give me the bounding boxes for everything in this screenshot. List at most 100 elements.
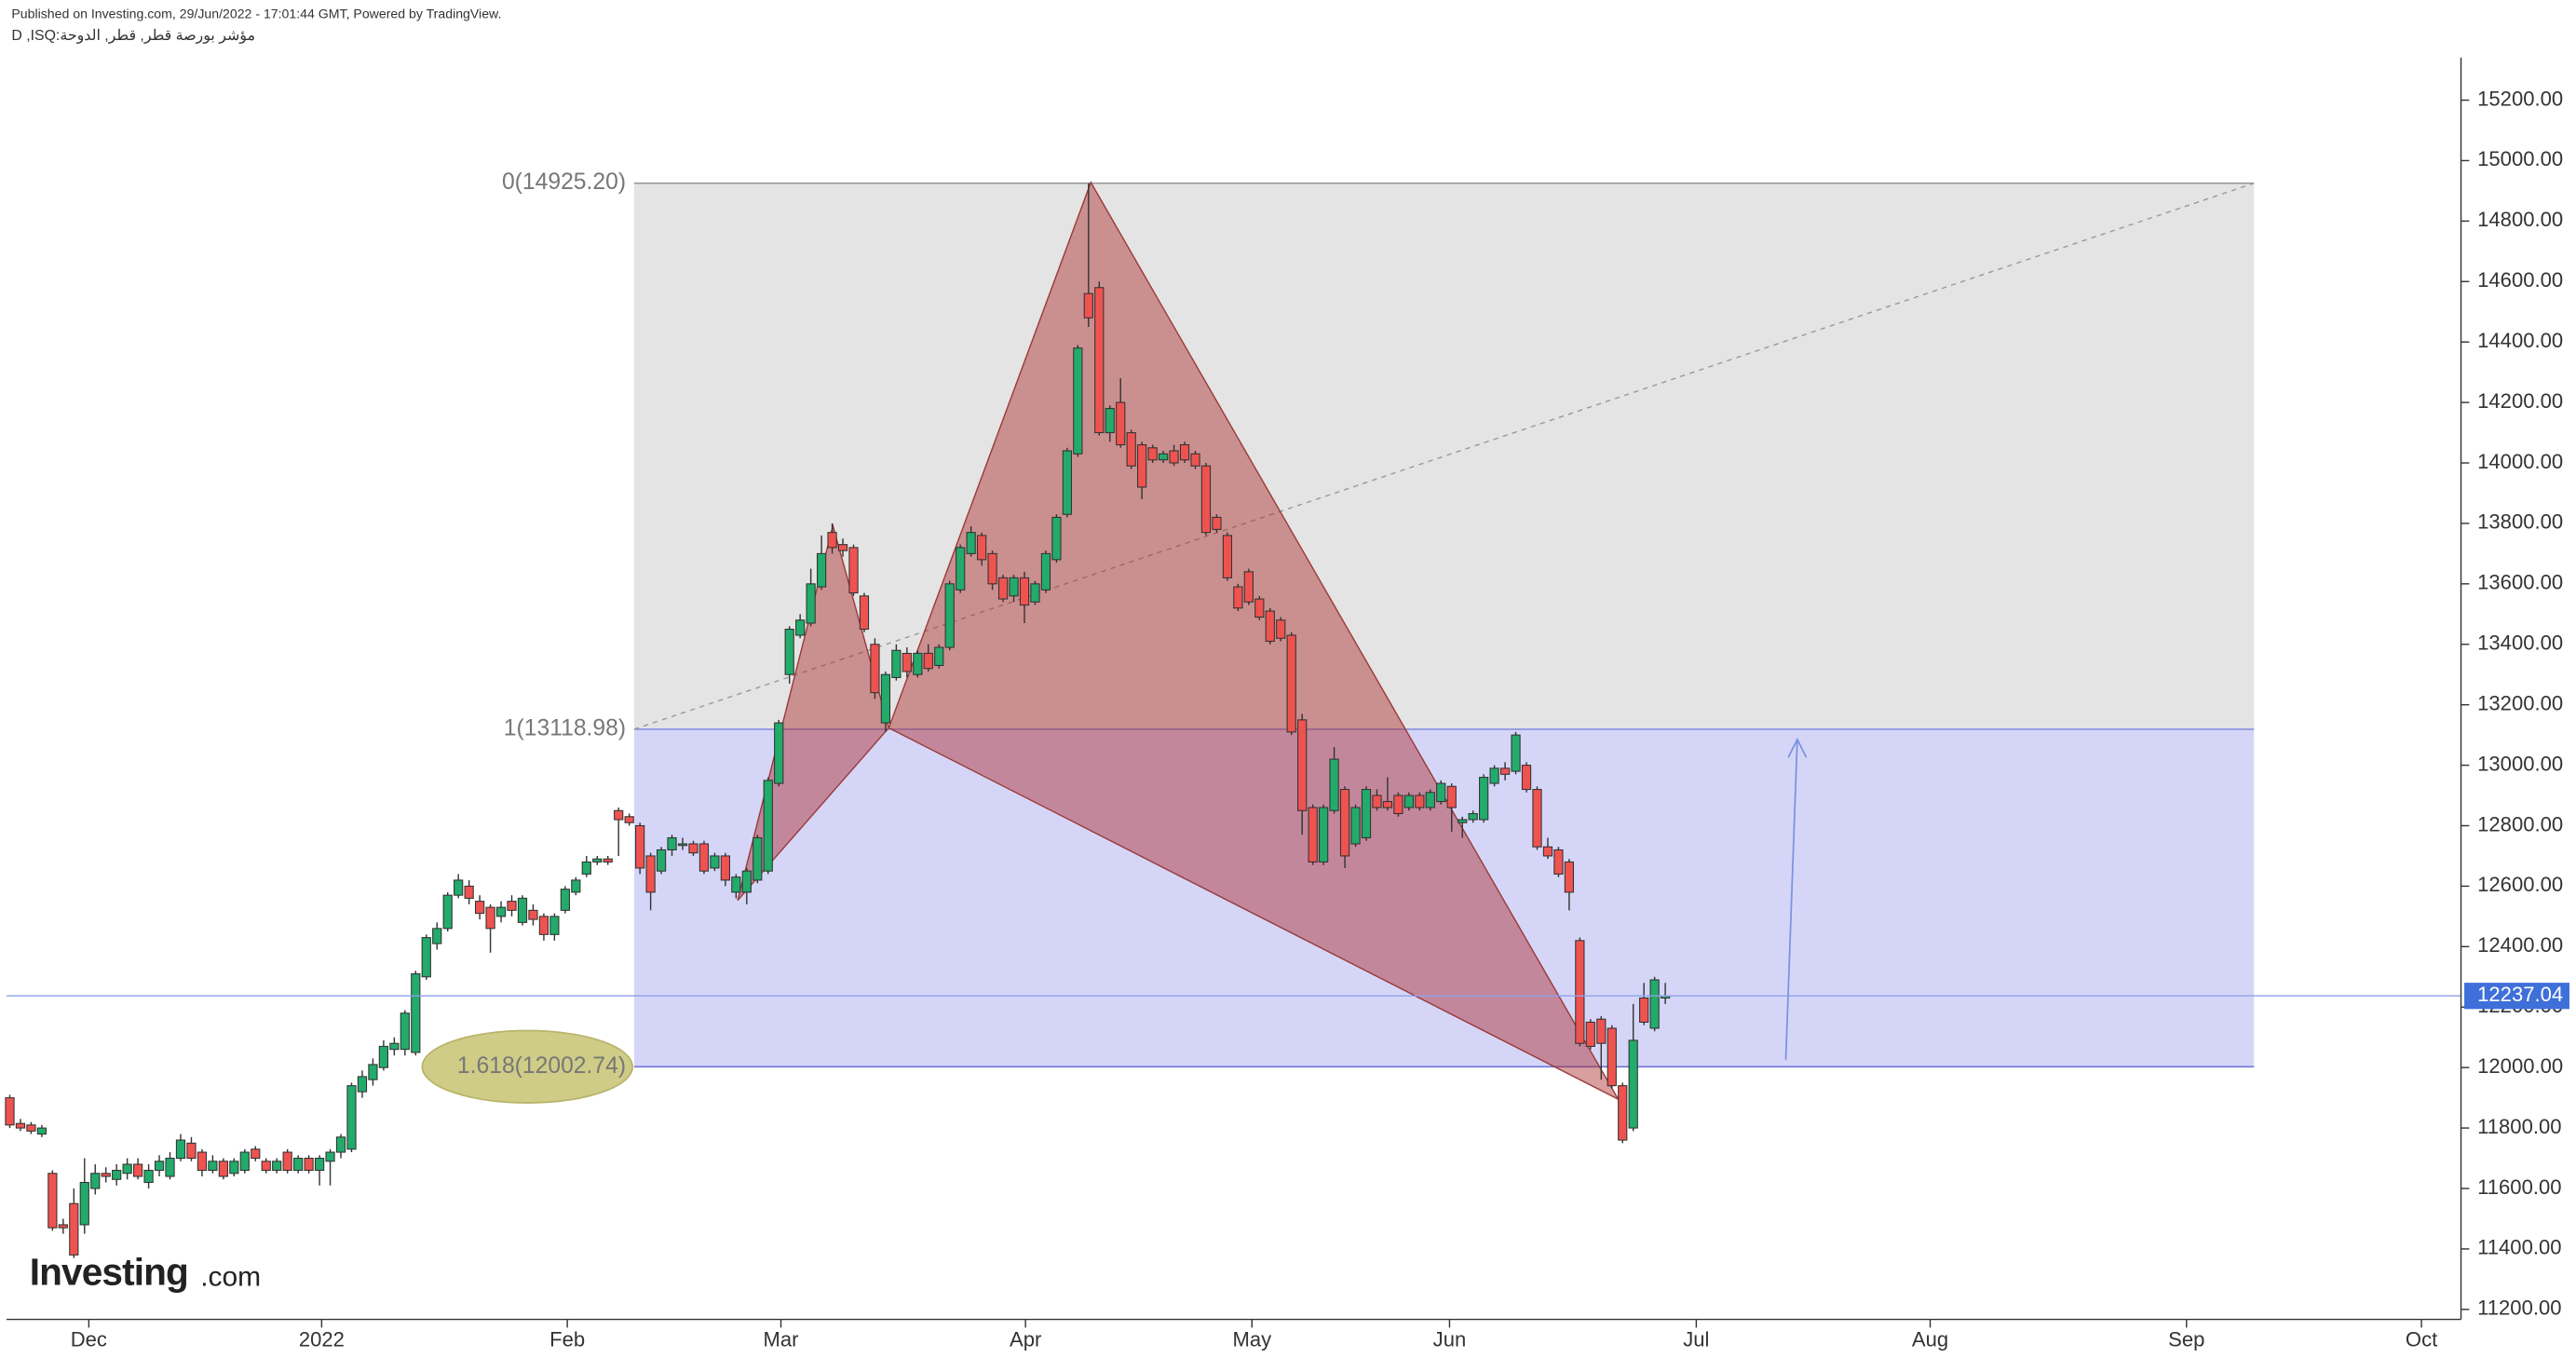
candle-body	[1425, 792, 1435, 808]
candle-body	[165, 1158, 175, 1177]
candle-body	[186, 1142, 197, 1160]
y-tick-label: 14800.00	[2477, 208, 2563, 231]
publisher-note: Published on Investing.com, 29/Jun/2022 …	[11, 7, 501, 21]
pattern-triangle	[888, 181, 1620, 1101]
candle-body	[997, 577, 1009, 600]
candle-body	[218, 1161, 228, 1177]
candle-body	[517, 897, 528, 923]
candle-body	[1137, 444, 1147, 488]
candle-body	[1126, 432, 1136, 467]
candle-body	[859, 595, 870, 631]
candle-body	[389, 1042, 400, 1051]
candle-body	[870, 644, 880, 694]
candle-body	[5, 1097, 15, 1126]
logo-name: Investing	[30, 1251, 188, 1294]
candle-body	[1382, 801, 1393, 808]
candle-body	[1190, 453, 1200, 467]
symbol: D ,ISQ:مؤشر بورصة قطر, قطر, الدوحة	[11, 28, 255, 44]
harmonic-pattern	[737, 181, 1620, 1101]
candle-body	[741, 870, 752, 893]
fib-label: 1(13118.98)	[504, 715, 626, 740]
candle-body	[1596, 1018, 1607, 1044]
y-tick-label: 15200.00	[2477, 87, 2563, 110]
y-tick-label: 13000.00	[2477, 752, 2563, 775]
last-price-box	[2464, 983, 2569, 1010]
candle-body	[79, 1181, 89, 1226]
candle-body	[1628, 1039, 1638, 1129]
candle-body	[731, 876, 741, 893]
candle-body	[69, 1202, 79, 1256]
candle-body	[1618, 1085, 1628, 1141]
candle-body	[645, 855, 656, 893]
candle-body	[880, 673, 891, 724]
overlay	[7, 737, 2461, 1060]
candle-body	[304, 1158, 314, 1172]
candle-body	[752, 836, 763, 881]
candle-body	[1457, 819, 1468, 823]
candle-body	[1147, 447, 1158, 461]
x-tick-label: Jul	[1683, 1327, 1709, 1351]
x-tick-label: Apr	[1010, 1327, 1041, 1351]
candle-body	[442, 894, 453, 930]
candle-body	[15, 1122, 26, 1129]
candle-body	[656, 849, 667, 872]
x-tick-label: Mar	[764, 1327, 799, 1351]
candle-body	[368, 1064, 378, 1080]
candle-body	[698, 843, 710, 872]
candle-body	[421, 937, 431, 978]
y-tick-label: 12000.00	[2477, 1054, 2563, 1078]
candle-body	[229, 1161, 239, 1175]
y-tick-label: 14200.00	[2477, 389, 2563, 413]
candle-body	[795, 619, 806, 636]
candle-body	[624, 816, 634, 823]
last-price-label: 12237.04	[2477, 983, 2563, 1006]
candle-body	[112, 1169, 122, 1180]
candle-body	[1243, 571, 1254, 603]
candle-body	[26, 1124, 36, 1132]
candle-body	[1542, 846, 1553, 857]
candle-body	[1179, 444, 1190, 461]
candle-body	[806, 583, 816, 624]
x-tick-label: Sep	[2168, 1327, 2204, 1351]
candle-body	[101, 1173, 111, 1177]
candle-body	[282, 1151, 292, 1172]
candle-body	[848, 547, 859, 594]
candle-body	[528, 909, 538, 920]
candle-body	[913, 652, 923, 675]
candle-body	[1511, 734, 1521, 772]
candle-body	[90, 1173, 101, 1189]
candle-body	[143, 1169, 154, 1184]
candle-body	[314, 1158, 325, 1172]
candle-body	[1276, 619, 1286, 639]
y-tick-label: 13200.00	[2477, 691, 2563, 714]
y-tick-label: 14000.00	[2477, 450, 2563, 473]
candle-body	[357, 1076, 368, 1093]
candle-body	[1169, 450, 1179, 464]
candle-body	[411, 973, 421, 1053]
candle-body	[1200, 465, 1212, 534]
candle-body	[1308, 807, 1318, 862]
y-tick-label: 11600.00	[2477, 1175, 2561, 1199]
candle-body	[614, 809, 624, 821]
candle-body	[1361, 789, 1372, 839]
candle-body	[154, 1161, 165, 1172]
candle-body	[827, 532, 837, 549]
candle-body	[133, 1163, 143, 1177]
candle-body	[1094, 287, 1105, 434]
candle-body	[1116, 401, 1126, 446]
candle-body	[1403, 794, 1414, 808]
candle-body	[495, 906, 507, 917]
fib-zone	[633, 183, 2255, 729]
candle-body	[1521, 765, 1532, 791]
candle-body	[549, 916, 560, 935]
candle-body	[1319, 807, 1329, 862]
y-tick-label: 11800.00	[2477, 1115, 2561, 1138]
candle-body	[1553, 849, 1564, 875]
candle-body	[581, 861, 591, 875]
candle-body	[1009, 577, 1019, 597]
x-tick-label: Dec	[71, 1327, 107, 1351]
candle-body	[571, 879, 581, 893]
candle-body	[1297, 719, 1308, 811]
